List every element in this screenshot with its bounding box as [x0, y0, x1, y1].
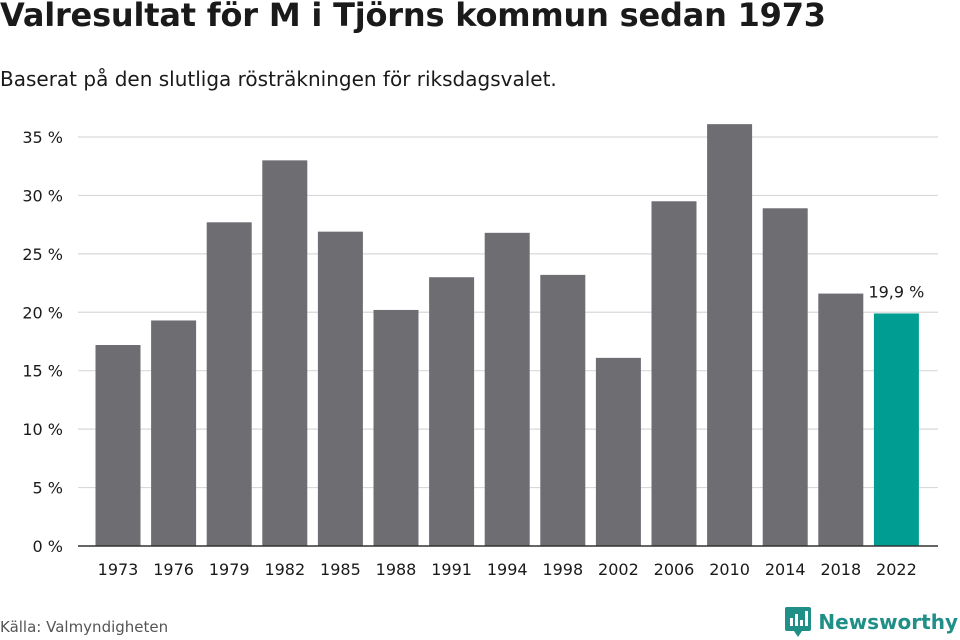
brand-logo: Newsworthy: [784, 606, 958, 638]
bar-1985: [317, 231, 363, 546]
bar-chart: 0 %5 %10 %15 %20 %25 %30 %35 % 1973 1976 1…: [22, 124, 938, 579]
bar-2014: [762, 208, 808, 546]
bar-2006: [651, 201, 697, 546]
bar-1998: [540, 274, 586, 546]
y-tick-label: 20 %: [22, 303, 63, 322]
bar-2002: [595, 357, 641, 546]
x-tick-label: 2006: [654, 560, 695, 579]
y-axis-tick-labels: 0 % 5 % 10 % 15 % 20 % 25 % 30 % 35 %: [22, 128, 63, 556]
x-tick-label: 1979: [209, 560, 250, 579]
bar-1982: [262, 160, 308, 546]
y-tick-label: 10 %: [22, 420, 63, 439]
y-tick-label: 30 %: [22, 186, 63, 205]
data-label-2022: 19,9 %: [868, 282, 924, 301]
source-note: Källa: Valmyndigheten: [0, 618, 169, 636]
bar-1991: [429, 277, 475, 546]
page-title: Valresultat för M i Tjörns kommun sedan …: [0, 0, 826, 34]
x-tick-label: 1988: [376, 560, 417, 579]
x-tick-label: 2010: [709, 560, 750, 579]
bar-2022: [873, 313, 919, 546]
y-tick-label: 5 %: [33, 479, 63, 498]
y-tick-label: 35 %: [22, 128, 63, 147]
x-tick-label: 1994: [487, 560, 528, 579]
data-labels: 19,9 %: [868, 282, 924, 301]
bar-2010: [707, 124, 753, 546]
page-subtitle: Baserat på den slutliga rösträkningen fö…: [0, 67, 557, 91]
bar-1976: [151, 320, 197, 546]
x-tick-label: 1982: [264, 560, 305, 579]
newsworthy-logo-icon: [785, 607, 812, 637]
brand-name: Newsworthy: [818, 610, 958, 634]
x-axis-tick-labels: 1973 1976 1979 1982 1985 1988 1991 1994 1998 2002…: [98, 560, 917, 579]
x-tick-label: 1973: [98, 560, 139, 579]
x-tick-label: 2022: [876, 560, 917, 579]
x-tick-label: 2014: [765, 560, 806, 579]
x-tick-label: 1976: [153, 560, 194, 579]
bars: [95, 124, 919, 547]
x-tick-label: 2018: [820, 560, 861, 579]
x-tick-label: 1991: [431, 560, 472, 579]
bar-1979: [206, 222, 252, 546]
x-tick-label: 2002: [598, 560, 639, 579]
y-tick-label: 25 %: [22, 245, 63, 264]
y-tick-label: 15 %: [22, 362, 63, 381]
y-tick-label: 0 %: [33, 537, 63, 556]
x-tick-label: 1998: [542, 560, 583, 579]
bar-1988: [373, 309, 419, 546]
bar-1994: [484, 232, 530, 547]
bar-2018: [818, 293, 864, 546]
bar-1973: [95, 345, 141, 546]
x-tick-label: 1985: [320, 560, 361, 579]
